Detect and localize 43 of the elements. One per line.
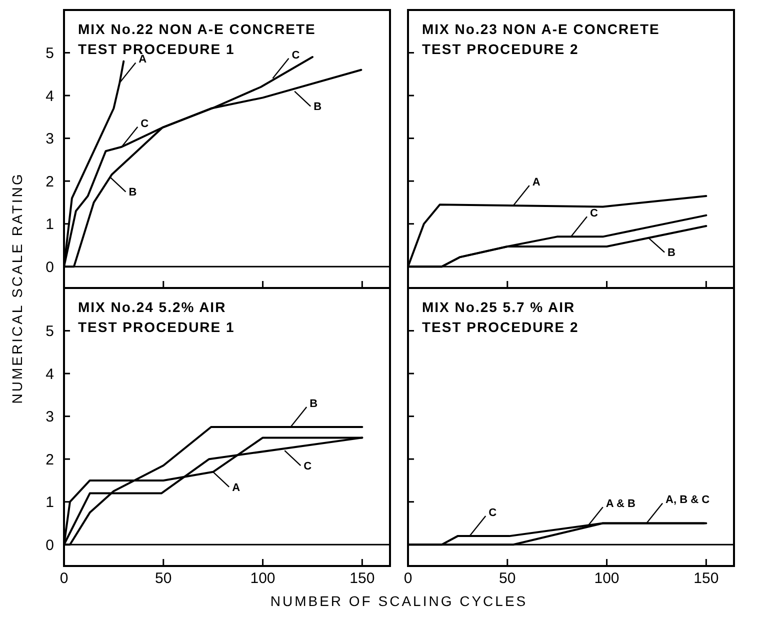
text: MIX No.24 5.2% AIR [78, 299, 226, 315]
annotation: C [488, 507, 497, 520]
annotation: C [590, 208, 598, 220]
y-tick-label: 0 [46, 536, 54, 554]
annotation: B [310, 398, 318, 410]
text: TEST PROCEDURE 1 [78, 319, 235, 335]
annotation: A [532, 176, 540, 188]
annotation: B [668, 247, 676, 260]
text: MIX No.22 NON A-E CONCRETE [78, 21, 316, 37]
x-tick-label: 50 [499, 570, 516, 587]
annotation: B [314, 101, 322, 114]
y-tick-label: 3 [46, 130, 54, 148]
y-tick-label: 1 [46, 494, 54, 512]
text: TEST PROCEDURE 2 [422, 41, 579, 57]
annotation: A, B & C [666, 494, 710, 506]
x-tick-label: 0 [404, 570, 412, 587]
y-tick-label: 2 [46, 173, 54, 190]
y-tick-label: 0 [46, 258, 54, 276]
y-tick-label: 3 [46, 408, 54, 426]
annotation: A & B [606, 498, 636, 510]
x-tick-label: 50 [155, 570, 172, 587]
y-axis-title: NUMERICAL SCALE RATING [9, 172, 25, 404]
y-tick-label: 4 [46, 88, 54, 105]
x-tick-label: 0 [60, 570, 68, 587]
annotation: A [232, 482, 240, 494]
text: MIX No.23 NON A-E CONCRETE [422, 21, 660, 37]
text: TEST PROCEDURE 2 [422, 319, 579, 335]
y-tick-label: 4 [46, 366, 54, 383]
x-axis-title: NUMBER OF SCALING CYCLES [270, 593, 528, 609]
y-tick-label: 1 [46, 216, 54, 234]
x-tick-label: 100 [594, 570, 620, 587]
annotation: C [140, 118, 149, 130]
text: MIX No.25 5.7 % AIR [422, 299, 576, 315]
x-tick-label: 100 [250, 570, 276, 587]
annotation: C [292, 49, 300, 62]
annotation: B [128, 186, 137, 199]
y-tick-label: 5 [46, 323, 54, 340]
annotation: A [138, 54, 147, 66]
x-tick-label: 150 [350, 570, 375, 587]
annotation: C [304, 460, 312, 472]
y-tick-label: 5 [46, 45, 54, 62]
y-tick-label: 2 [46, 451, 54, 468]
x-tick-label: 150 [694, 570, 719, 587]
